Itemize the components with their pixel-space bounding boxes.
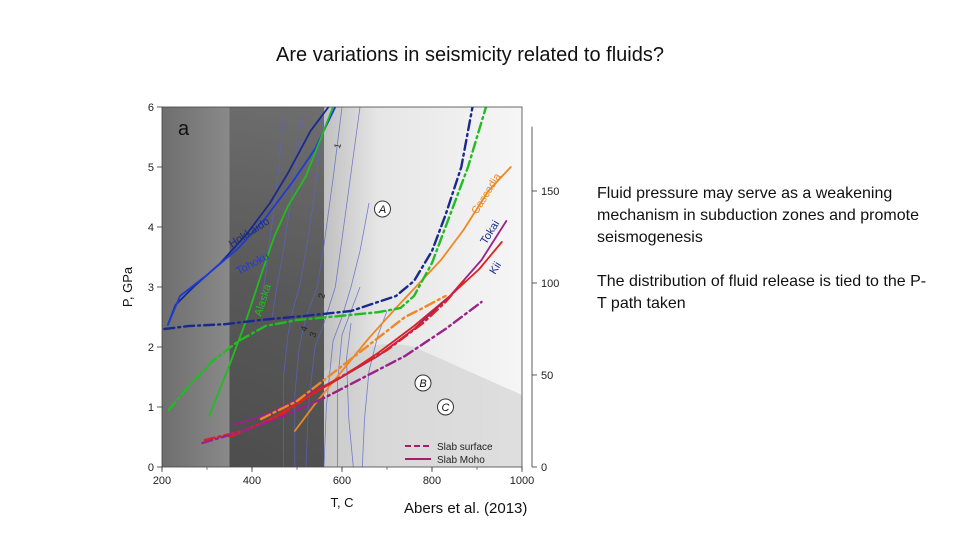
y-tick-label: 3: [148, 282, 154, 294]
legend-label-slab-moho: Slab Moho: [437, 455, 485, 466]
contour-line: [346, 322, 354, 467]
series-red-dash-dot: [203, 279, 465, 442]
series-orange-dash-dot: [259, 294, 447, 421]
contour-line: [337, 286, 361, 467]
contour-line: [260, 112, 284, 306]
x-tick-label: 200: [153, 475, 171, 487]
x-tick-label: 400: [243, 475, 261, 487]
bullet-fluid-release: The distribution of fluid release is tie…: [597, 273, 927, 312]
y-tick-label: 1: [148, 402, 154, 414]
contour-label-3: 3: [307, 331, 318, 339]
region-circle-c: [437, 398, 454, 416]
series-tokai: [228, 241, 503, 438]
region-label-a: A: [378, 204, 386, 216]
x-axis-label: T, C: [330, 495, 353, 510]
series-purple-dash-dot: [201, 300, 483, 445]
light-wedge: [324, 344, 522, 467]
series-alaska: [208, 107, 334, 417]
series-hokkaido: [167, 107, 330, 326]
contour-label-2: 2: [316, 292, 327, 299]
phase-diagram-figure: 200 400 600 800 1000 0 1 2 3 4 5 6 0 50 100 150 T, C P, G…: [110, 90, 580, 525]
region-circle-a: [374, 200, 391, 218]
y2-tick-label: 0: [541, 462, 547, 474]
contour-line: [283, 107, 325, 467]
series-dark-blue-dash-dot: [163, 107, 474, 331]
series-cascadia: [293, 166, 512, 432]
series-label-kii: Kii: [487, 260, 504, 277]
y-tick-label: 2: [148, 342, 154, 354]
y-tick-label: 4: [148, 222, 154, 234]
region-label-c: C: [442, 402, 450, 414]
y-tick-label: 0: [148, 462, 154, 474]
region-label-b: B: [419, 378, 426, 390]
bullet-fluid-pressure: Fluid pressure may serve as a weakening …: [597, 185, 919, 246]
contour-label-1: 1: [332, 142, 343, 149]
y2-tick-label: 150: [541, 186, 559, 198]
contour-line: [294, 107, 343, 467]
x-tick-label: 1000: [510, 475, 534, 487]
y-tick-label: 6: [148, 102, 154, 114]
citation: Abers et al. (2013): [404, 500, 528, 517]
contour-line: [361, 310, 388, 467]
series-green-dash-dot: [167, 107, 488, 412]
y2-tick-label: 50: [541, 370, 553, 382]
y-axis-label: P, GPa: [120, 266, 135, 307]
series-tohoku: [167, 107, 337, 326]
region-circle-b: [414, 374, 432, 392]
y-tick-label: 5: [148, 162, 154, 174]
slide-title: Are variations in seismicity related to …: [276, 44, 664, 66]
x-tick-label: 600: [333, 475, 351, 487]
y2-tick-label: 100: [541, 278, 559, 290]
contour-label-4: 4: [298, 325, 309, 333]
legend-label-slab-surface: Slab surface: [437, 442, 493, 453]
x-tick-label: 800: [423, 475, 441, 487]
panel-label: a: [178, 118, 190, 140]
